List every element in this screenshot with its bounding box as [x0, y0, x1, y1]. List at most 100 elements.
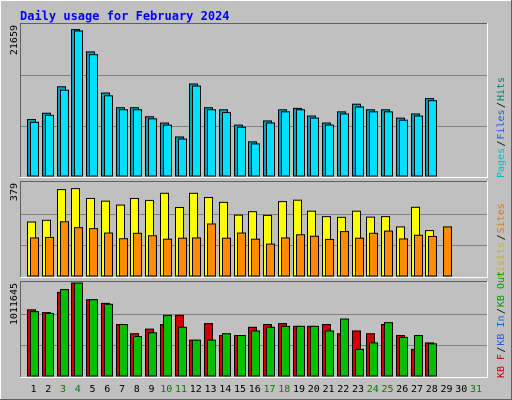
bar-top-files-1: [30, 121, 39, 177]
bar-bottom-kb-out-7: [119, 324, 128, 377]
bar-mid-sites-3: [60, 221, 69, 277]
bar-mid-sites-15: [237, 232, 246, 277]
bar-top-files-8: [133, 109, 142, 177]
x-tick-label-3: 3: [60, 384, 66, 395]
bar-bottom-kb-out-3: [60, 289, 69, 377]
x-tick-label-30: 30: [455, 384, 467, 395]
x-tick-label-22: 22: [337, 384, 349, 395]
x-tick-label-5: 5: [89, 384, 95, 395]
bar-bottom-kb-out-17: [266, 326, 275, 377]
bar-top-files-4: [74, 30, 83, 177]
x-tick-label-31: 31: [470, 384, 482, 395]
bar-top-files-10: [163, 124, 172, 177]
bar-mid-sites-18: [281, 237, 290, 277]
bar-bottom-kb-out-27: [414, 335, 423, 377]
bar-top-files-24: [369, 111, 378, 177]
chart-panels: 21659Pages/Files/Hits379Visits/Sites1011…: [9, 23, 507, 378]
bar-mid-sites-6: [104, 232, 113, 277]
bar-top-files-16: [251, 143, 260, 177]
bar-bottom-kb-out-20: [310, 325, 319, 377]
bar-mid-sites-8: [133, 232, 142, 277]
bar-mid-sites-7: [119, 238, 128, 277]
bar-mid-sites-25: [384, 230, 393, 277]
x-tick-label-29: 29: [440, 384, 452, 395]
bar-mid-sites-11: [178, 237, 187, 277]
bar-top-files-25: [384, 111, 393, 177]
bar-top-files-2: [45, 114, 54, 177]
bar-bottom-kb-out-1: [30, 311, 39, 377]
legend-kb-f: KB F: [496, 354, 507, 378]
bar-mid-sites-29: [443, 226, 452, 277]
bar-top-files-26: [399, 119, 408, 177]
legend-separator: /: [496, 102, 507, 108]
legend-pages: Pages: [496, 148, 507, 178]
x-tick-label-6: 6: [104, 384, 110, 395]
bar-mid-sites-9: [148, 235, 157, 277]
bar-top-files-22: [340, 113, 349, 177]
bar-bottom-kb-out-13: [207, 339, 216, 377]
x-tick-label-15: 15: [234, 384, 246, 395]
bar-mid-sites-26: [399, 238, 408, 277]
bar-bottom-kb-out-22: [340, 318, 349, 377]
panel-legend: Pages/Files/Hits: [496, 77, 507, 178]
x-tick-label-13: 13: [204, 384, 216, 395]
legend-visits: Visits: [496, 242, 507, 278]
bar-bottom-kb-out-10: [163, 314, 172, 377]
bar-mid-sites-13: [207, 223, 216, 277]
bar-top-files-11: [178, 138, 187, 177]
bar-top-files-3: [60, 89, 69, 177]
x-tick-label-28: 28: [426, 384, 438, 395]
bar-bottom-kb-out-12: [192, 339, 201, 377]
bar-mid-sites-12: [192, 237, 201, 277]
bar-mid-sites-28: [428, 235, 437, 277]
panel-max-label: 379: [9, 183, 20, 201]
x-tick-label-25: 25: [381, 384, 393, 395]
x-tick-label-18: 18: [278, 384, 290, 395]
bar-bottom-kb-out-5: [89, 299, 98, 377]
bar-top-files-7: [119, 109, 128, 177]
bar-top-files-19: [296, 109, 305, 177]
x-tick-label-23: 23: [352, 384, 364, 395]
bar-mid-sites-17: [266, 243, 275, 277]
x-tick-label-27: 27: [411, 384, 423, 395]
bar-mid-sites-16: [251, 238, 260, 277]
panel-mid: 379 Visits /Sites: [9, 181, 507, 278]
x-tick-label-19: 19: [293, 384, 305, 395]
legend-sites: Sites: [496, 203, 507, 233]
x-tick-label-17: 17: [263, 384, 275, 395]
bar-mid-sites-19: [296, 234, 305, 277]
bar-top-files-20: [310, 117, 319, 177]
bar-top-files-27: [414, 115, 423, 177]
x-tick-label-10: 10: [160, 384, 172, 395]
bar-bottom-kb-out-2: [45, 312, 54, 377]
panel-max-label: 1011645: [9, 283, 20, 325]
bar-bottom-kb-out-9: [148, 332, 157, 377]
bar-mid-sites-14: [222, 237, 231, 277]
bar-top-files-13: [207, 109, 216, 177]
bar-top-files-28: [428, 100, 437, 177]
bar-bottom-kb-out-14: [222, 333, 231, 377]
bar-top-files-21: [325, 124, 334, 177]
x-tick-label-12: 12: [190, 384, 202, 395]
legend-separator: /: [496, 140, 507, 146]
bar-bottom-kb-out-25: [384, 322, 393, 377]
bar-mid-sites-10: [163, 238, 172, 277]
x-tick-label-24: 24: [367, 384, 379, 395]
bar-mid-sites-2: [45, 236, 54, 277]
x-tick-label-26: 26: [396, 384, 408, 395]
x-tick-label-16: 16: [249, 384, 261, 395]
bar-mid-sites-4: [74, 227, 83, 277]
bar-mid-sites-22: [340, 231, 349, 277]
x-tick-label-2: 2: [45, 384, 51, 395]
legend-separator: /: [496, 234, 507, 240]
x-tick-label-14: 14: [219, 384, 231, 395]
bar-mid-sites-21: [325, 238, 334, 277]
bar-top-files-18: [281, 111, 290, 177]
bar-bottom-kb-out-8: [133, 335, 142, 377]
panel-legend: KB F/KB In/KB Out: [496, 271, 507, 378]
bar-bottom-kb-out-15: [237, 335, 246, 377]
legend-separator: /: [496, 347, 507, 353]
legend-kb-out: KB Out: [496, 271, 507, 307]
